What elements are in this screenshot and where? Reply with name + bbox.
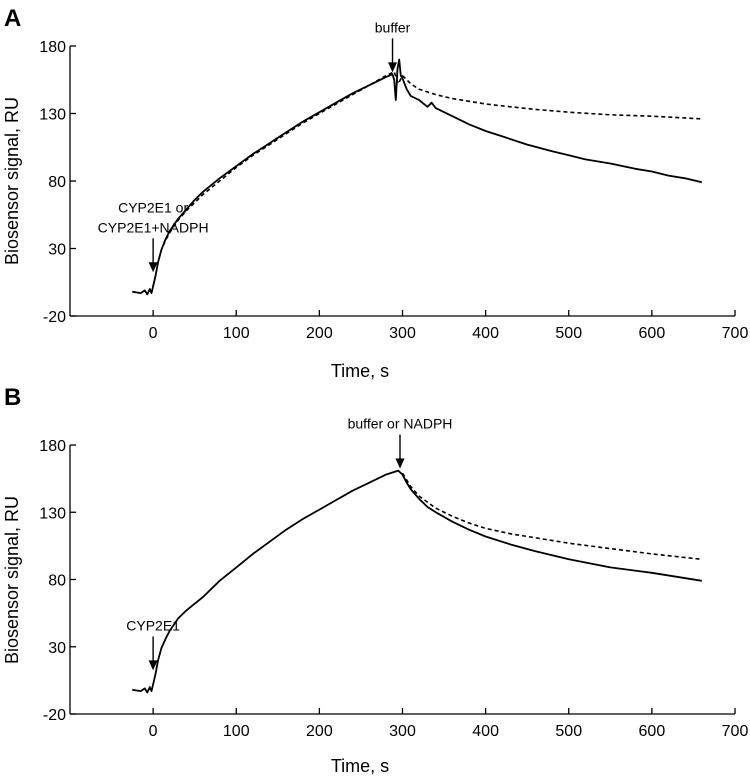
panel-a-series [132, 58, 703, 296]
panel-a-annotations: CYP2E1 or CYP2E1+NADPH buffer [98, 19, 411, 273]
panel-a-x-axis-title: Time, s [331, 361, 389, 381]
panel-b-annotations: CYP2E1 buffer or NADPH [126, 416, 452, 671]
panel-b-annotation-arrowhead-1 [395, 458, 405, 469]
panel-b-y-tick-label: -20 [43, 707, 66, 724]
panel-a-x-tick-label: 200 [306, 325, 333, 342]
panel-a: A Biosensor signal, RU Time, s -20 30 80 13… [2, 5, 748, 381]
panel-b-x-tick-label: 100 [223, 723, 250, 740]
panel-b-y-tick-label: 130 [39, 505, 66, 522]
panel-a-x-tick-label: 0 [149, 325, 158, 342]
panel-a-annotation-label: CYP2E1 or [118, 199, 188, 215]
panel-a-y-tick-label: 180 [39, 39, 66, 56]
panel-b-y-axis-title: Biosensor signal, RU [2, 496, 22, 664]
panel-b-series [132, 469, 702, 694]
panel-b-annotation-label: buffer or NADPH [348, 416, 453, 432]
panel-a-x-tick-label: 600 [639, 325, 666, 342]
panel-a-annotation-arrowhead-0 [148, 262, 158, 273]
panel-a-x-tick-label: 400 [472, 325, 499, 342]
panel-b-ticks: -20 30 80 130 180 0 100 200 300 400 500 600 700 [39, 438, 748, 740]
panel-a-letter: A [4, 5, 21, 32]
panel-a-y-tick-label: 130 [39, 107, 66, 124]
panel-b-x-tick-label: 200 [306, 723, 333, 740]
panel-b-x-tick-label: 600 [639, 723, 666, 740]
panel-a-series-line-dashed [152, 70, 702, 287]
panel-b-x-tick-label: 300 [389, 723, 416, 740]
panel-b-y-tick-label: 80 [48, 573, 66, 590]
panel-a-y-tick-label: 80 [48, 174, 66, 191]
panel-a-x-tick-label: 300 [389, 325, 416, 342]
panel-b-y-tick-label: 30 [48, 640, 66, 657]
panel-b-annotation-label: CYP2E1 [126, 617, 180, 633]
panel-a-series-line-solid [132, 58, 703, 296]
panel-a-annotation-label: buffer [375, 19, 411, 35]
panel-b-x-tick-label: 500 [555, 723, 582, 740]
panel-a-y-tick-label: -20 [43, 309, 66, 326]
panel-b-x-tick-label: 700 [722, 723, 749, 740]
panel-a-x-tick-label: 700 [722, 325, 749, 342]
panel-b-series-line-solid [132, 469, 702, 694]
panel-a-x-tick-label: 500 [555, 325, 582, 342]
panel-a-annotation-arrowhead-1 [388, 62, 398, 73]
panel-a-x-tick-label: 100 [223, 325, 250, 342]
panel-a-y-tick-label: 30 [48, 242, 66, 259]
panel-b-annotation-arrowhead-0 [148, 660, 158, 671]
panel-a-y-axis-title: Biosensor signal, RU [2, 97, 22, 265]
panel-a-ticks: -20 30 80 130 180 0 100 200 300 400 500 600 700 [39, 39, 748, 342]
panel-a-annotation-label: CYP2E1+NADPH [98, 219, 209, 235]
panel-b-series-line-dashed [401, 472, 702, 561]
panel-b-y-tick-label: 180 [39, 438, 66, 455]
panel-b-letter: B [4, 384, 21, 411]
panel-b-x-tick-label: 400 [472, 723, 499, 740]
panel-b: B Biosensor signal, RU Time, s -20 30 80 13… [2, 384, 748, 776]
panel-b-x-axis-title: Time, s [331, 756, 389, 776]
panel-b-x-tick-label: 0 [149, 723, 158, 740]
